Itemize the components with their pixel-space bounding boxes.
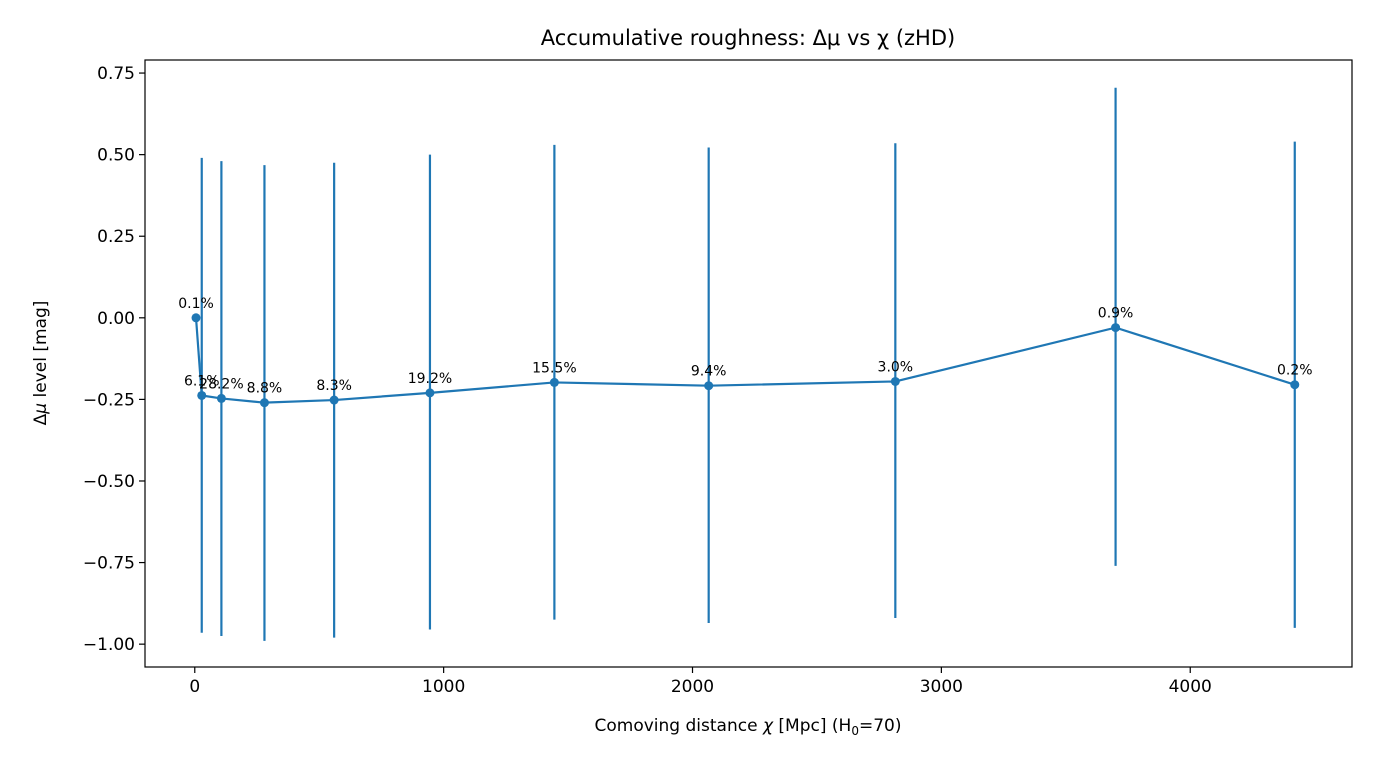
data-label: 0.1% [178,296,214,312]
series-group [191,313,1300,408]
data-point [704,381,714,391]
plot-frame [144,59,1353,668]
y-tick-label: −0.25 [83,390,135,410]
data-label: 8.3% [316,378,352,394]
y-tick-label: 0.75 [97,64,135,84]
x-tick-label: 4000 [1169,677,1212,697]
data-point [216,393,226,403]
data-label: 3.0% [878,359,914,375]
y-tick-label: −1.00 [83,635,135,655]
y-axis-ticks: 0.75 0.50 0.25 0.00 −0.25 −0.50 −0.75 −1.00 [83,64,145,655]
data-point [197,390,207,400]
y-tick-label: 0.00 [97,309,135,329]
x-tick-label: 3000 [920,677,963,697]
data-point [259,398,269,408]
x-tick-label: 0 [189,677,200,697]
data-label: 0.2% [1277,363,1313,379]
y-axis-label: Δμ level [mag] [31,301,51,426]
y-tick-label: −0.50 [83,472,135,492]
data-point [890,376,900,386]
data-label: 0.9% [1098,306,1134,322]
data-label: 15.5% [532,360,576,376]
data-point [329,395,339,405]
x-tick-label: 1000 [422,677,465,697]
data-label: 8.8% [247,381,283,397]
chart-title: Accumulative roughness: Δμ vs χ (zHD) [541,26,955,50]
data-point [425,388,435,398]
y-tick-label: 0.25 [97,227,135,247]
data-label: 28.2% [199,376,243,392]
data-label: 9.4% [691,364,727,380]
x-tick-label: 2000 [671,677,714,697]
x-axis-ticks: 0 1000 2000 3000 4000 [189,667,1212,697]
data-labels: 0.1% 6.1%28.2% 8.8% 8.3% 19.2% 15.5% 9.4% 3.0% 0… [178,296,1312,397]
data-point [1290,380,1300,390]
data-label: 19.2% [408,371,452,387]
x-axis-label: Comoving distance χ [Mpc] (H0=70) [595,716,902,738]
y-tick-label: 0.50 [97,146,135,166]
data-point [549,377,559,387]
data-label: 6.1% [184,373,220,389]
y-tick-label: −0.75 [83,554,135,574]
data-point [191,313,201,323]
data-point [1111,323,1121,333]
